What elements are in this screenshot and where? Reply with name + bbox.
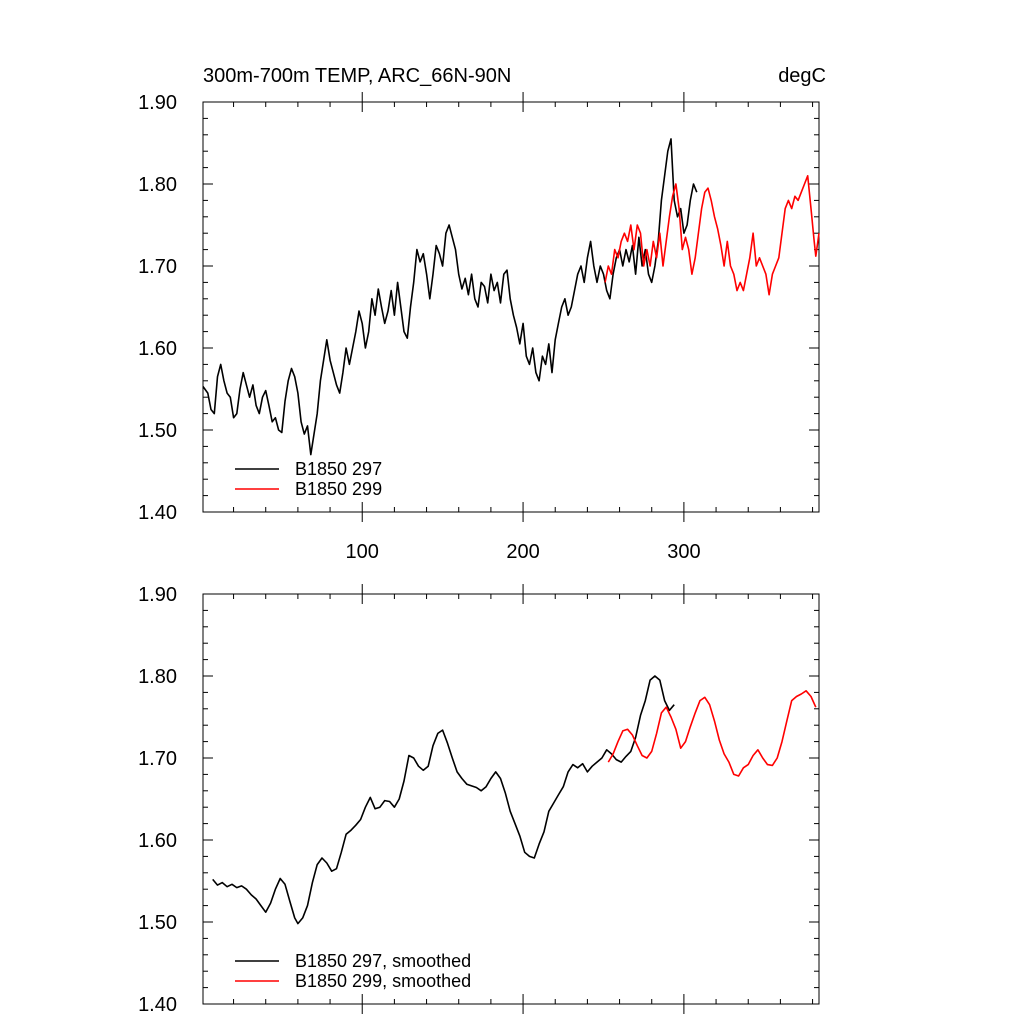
series-group xyxy=(202,138,820,456)
y-tick-label: 1.90 xyxy=(138,584,177,606)
y-tick-label: 1.90 xyxy=(138,92,177,114)
y-tick-label: 1.50 xyxy=(138,912,177,934)
legend-label: B1850 299, smoothed xyxy=(295,971,471,991)
bottom-chart-panel: 1.40 1.50 1.60 1.70 1.80 1.90 B1850 297, smoo… xyxy=(138,584,820,1016)
top-chart-panel: 300m-700m TEMP, ARC_66N-90N degC 1.40 1.5… xyxy=(138,65,826,563)
y-tick-label: 1.70 xyxy=(138,256,177,278)
series-line xyxy=(607,689,817,777)
y-tick-label: 1.80 xyxy=(138,666,177,688)
units-label: degC xyxy=(778,65,826,87)
legend-label: B1850 297, smoothed xyxy=(295,951,471,971)
y-tick-label: 1.60 xyxy=(138,830,177,852)
x-axis: 100 200 300 xyxy=(233,92,814,563)
y-tick-label: 1.40 xyxy=(138,994,177,1016)
y-axis: 1.40 1.50 1.60 1.70 1.80 1.90 xyxy=(138,584,819,1016)
series-line xyxy=(604,175,820,296)
x-tick-label: 300 xyxy=(667,541,700,563)
series-group xyxy=(212,675,817,925)
x-axis xyxy=(233,584,814,1014)
legend-label: B1850 299 xyxy=(295,479,382,499)
y-tick-label: 1.80 xyxy=(138,174,177,196)
plot-frame xyxy=(202,593,820,1005)
series-line xyxy=(202,138,698,456)
y-tick-label: 1.40 xyxy=(138,502,177,524)
y-tick-label: 1.60 xyxy=(138,338,177,360)
y-tick-label: 1.50 xyxy=(138,420,177,442)
y-tick-label: 1.70 xyxy=(138,748,177,770)
chart-title: 300m-700m TEMP, ARC_66N-90N xyxy=(203,65,511,87)
legend-label: B1850 297 xyxy=(295,459,382,479)
plot-frame xyxy=(202,101,820,513)
x-tick-label: 100 xyxy=(346,541,379,563)
x-tick-label: 200 xyxy=(506,541,539,563)
y-axis: 1.40 1.50 1.60 1.70 1.80 1.90 xyxy=(138,92,819,524)
series-line xyxy=(212,675,675,925)
